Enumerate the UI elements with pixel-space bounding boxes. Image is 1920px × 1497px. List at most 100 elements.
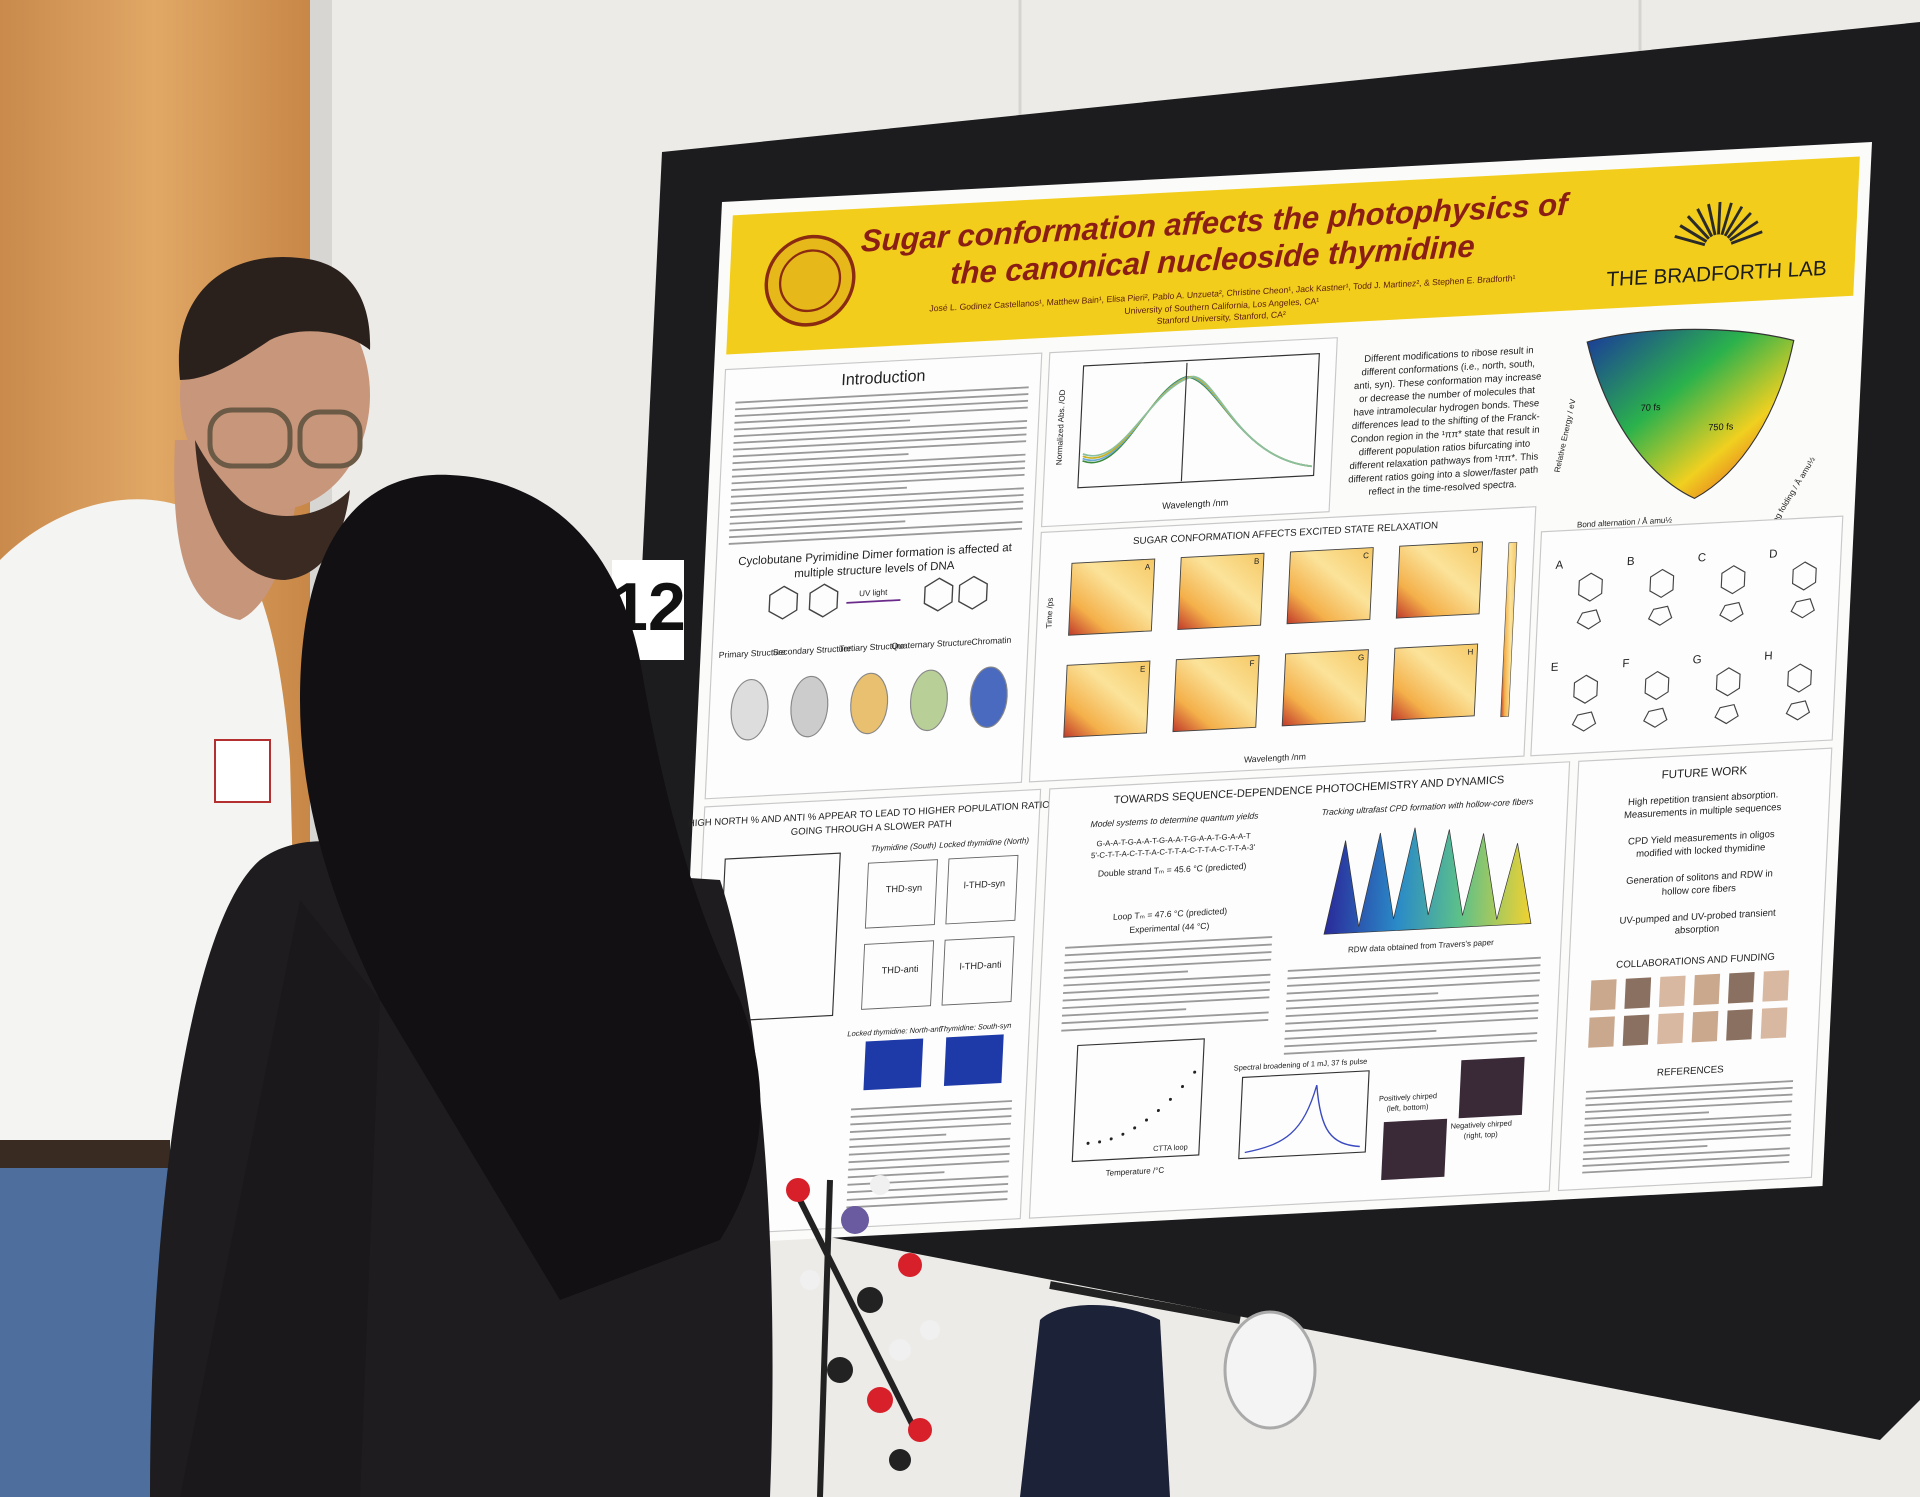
collaborator-photo: [1693, 973, 1721, 1006]
text-line: [728, 527, 1023, 545]
legend-label: CTTA loop: [1153, 1142, 1188, 1153]
broadening-plot: [1238, 1070, 1370, 1160]
text-line: [1061, 1019, 1269, 1032]
text-line: [732, 440, 1027, 458]
structure-icon: [850, 672, 889, 735]
structure-letter: D: [1769, 548, 1778, 560]
panel-label: F: [1249, 659, 1254, 668]
text-line: [1284, 1029, 1437, 1040]
poster-panel: [1028, 761, 1571, 1219]
melt-point: [1168, 1097, 1172, 1101]
text-line: [1285, 1002, 1539, 1018]
logo-ray: [1696, 208, 1714, 238]
text-line: [849, 1133, 947, 1141]
structure-label: Primary Structure: [719, 647, 787, 661]
text-line: [1283, 1039, 1537, 1055]
panel-label: B: [1254, 557, 1260, 566]
text-line: [1585, 1086, 1793, 1100]
usc-seal-ring: [778, 249, 842, 313]
text-line: [1583, 1127, 1791, 1140]
melt-plot: [1071, 1038, 1205, 1163]
molecule: [923, 577, 954, 612]
easel-bar: [1049, 1281, 1241, 1324]
text-line: [1287, 971, 1541, 987]
image-caption: Negatively chirped: [1450, 1118, 1512, 1130]
heatmap: [1281, 649, 1369, 727]
reaction-arrow: [846, 599, 901, 604]
text-line: [1586, 1080, 1794, 1093]
structure-icon: [730, 678, 769, 741]
text-line: [1584, 1113, 1792, 1127]
colorbar: [1500, 542, 1518, 718]
beaker: [1223, 1310, 1317, 1430]
text-line: [731, 473, 1025, 492]
image-caption: (right, top): [1464, 1130, 1499, 1141]
axis-label: Normalized Abs. /OD: [1055, 389, 1068, 465]
structure-ring: [1578, 572, 1603, 602]
energy-surface: [1586, 328, 1795, 500]
structure-ring: [1720, 565, 1746, 595]
text-line: [1063, 973, 1271, 987]
logo-ray: [1679, 224, 1708, 243]
heatmap: [1177, 552, 1265, 630]
text-line: [1062, 996, 1270, 1010]
trace-label: l-THD-anti: [959, 959, 1001, 971]
panel-label: E: [1140, 664, 1146, 673]
structure-ring: [1573, 674, 1599, 704]
text-line: [731, 467, 1025, 485]
future-item: absorption: [1674, 923, 1719, 936]
heatmap: [1395, 541, 1483, 619]
structure-label: Chromatin: [971, 635, 1011, 647]
molecular-model: [786, 1175, 940, 1497]
text-line: [848, 1145, 1010, 1156]
melting-text: Experimental (44 °C): [1129, 921, 1210, 935]
logo-ray: [1729, 220, 1759, 242]
text-line: [1064, 951, 1272, 964]
structure-ring: [1649, 568, 1675, 599]
text-line: [729, 507, 1023, 525]
text-line: [851, 1100, 1013, 1111]
structure-icon: [909, 669, 948, 732]
text-line: [733, 433, 1027, 451]
collaborator-photo: [1726, 1009, 1753, 1041]
structure-ring: [1787, 663, 1812, 693]
fiber-image: [1381, 1118, 1448, 1181]
axis-label: Time /ps: [1045, 597, 1055, 628]
text-line: [846, 1198, 1008, 1209]
sugar-ring: [1643, 707, 1668, 728]
text-line: [1584, 1111, 1710, 1120]
section-heading: FUTURE WORK: [1661, 765, 1747, 782]
trace-label: THD-syn: [886, 883, 923, 895]
text-line: [1061, 1011, 1269, 1025]
structure-letter: C: [1698, 552, 1707, 564]
panel-label: D: [1472, 545, 1478, 554]
text-line: [1583, 1133, 1791, 1147]
structure-letter: E: [1550, 662, 1559, 674]
melt-point: [1121, 1132, 1125, 1136]
panel-label: A: [1145, 562, 1151, 571]
poster-panel: [1040, 337, 1338, 528]
text-line: [1065, 936, 1273, 949]
text-line: [1061, 1008, 1187, 1017]
reaction-label: UV light: [859, 588, 888, 599]
text-line: [733, 426, 1027, 444]
sugar-ring: [1647, 605, 1673, 626]
text-line: [850, 1107, 1012, 1118]
text-line: [729, 500, 1024, 518]
structure-label: Secondary Structure: [773, 643, 852, 657]
text-line: [1287, 964, 1541, 980]
text-line: [733, 420, 1028, 438]
text-line: [1285, 994, 1540, 1010]
logo-ray: [1686, 215, 1710, 240]
logo-ray: [1720, 202, 1733, 236]
logo-ray: [1707, 203, 1717, 236]
structure-letter: G: [1692, 654, 1702, 667]
image-caption: Positively chirped: [1379, 1091, 1437, 1103]
section-heading: Introduction: [841, 367, 926, 389]
text-line: [849, 1137, 1011, 1149]
rdw-plot: [1323, 827, 1532, 935]
melt-point: [1156, 1108, 1160, 1112]
